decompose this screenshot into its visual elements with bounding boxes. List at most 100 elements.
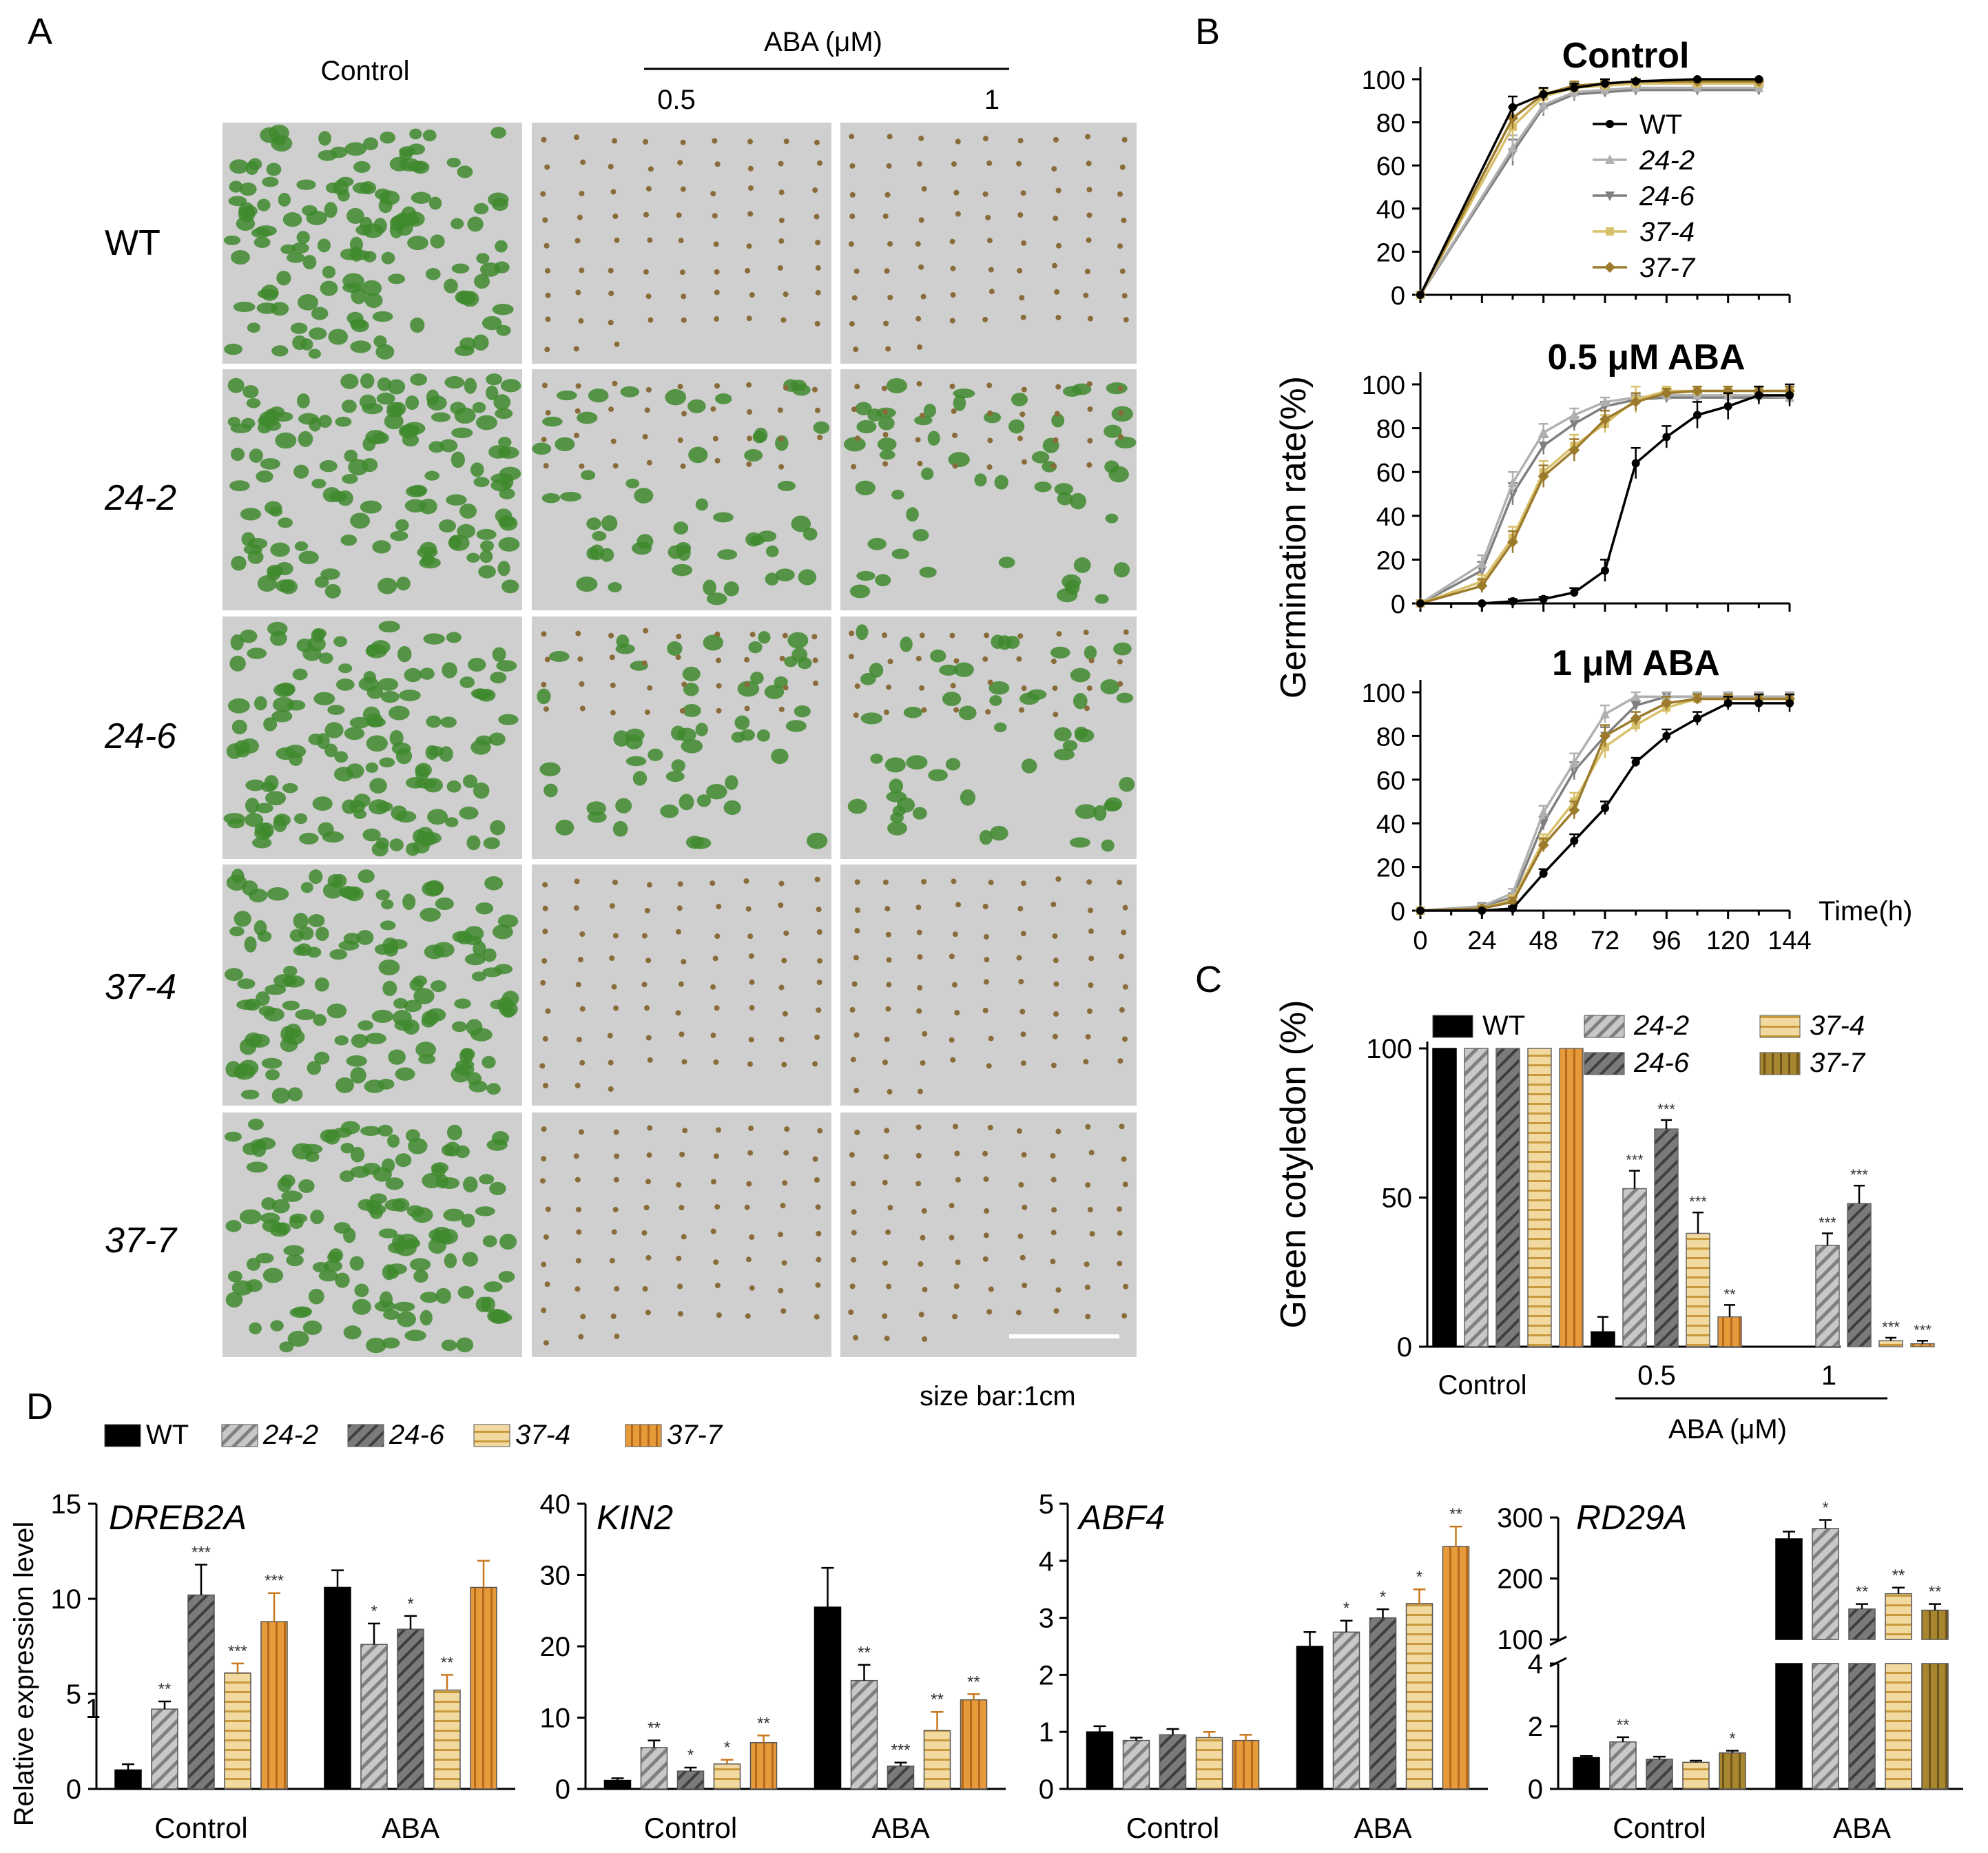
seedling bbox=[498, 446, 512, 457]
seed bbox=[1084, 1284, 1090, 1290]
marker-wt bbox=[1416, 599, 1425, 608]
seed bbox=[573, 346, 579, 352]
seed bbox=[983, 1232, 989, 1239]
seedling bbox=[745, 532, 762, 547]
seed bbox=[714, 269, 720, 275]
y-tick-label: 4 bbox=[1528, 1649, 1543, 1679]
seed bbox=[955, 902, 962, 908]
legend-label: WT bbox=[146, 1420, 189, 1450]
seedling bbox=[532, 442, 552, 455]
panel-d-letter: D bbox=[26, 1386, 53, 1427]
seed bbox=[851, 981, 858, 987]
seedling bbox=[445, 817, 459, 827]
y-tick-label: 0 bbox=[66, 1774, 81, 1805]
seed bbox=[612, 879, 619, 885]
seedling bbox=[682, 666, 701, 682]
seedling bbox=[723, 581, 739, 597]
seed bbox=[608, 320, 614, 326]
seedling bbox=[308, 349, 321, 359]
seedling bbox=[714, 393, 732, 404]
seedling bbox=[672, 563, 693, 577]
marker-24-2 bbox=[1630, 691, 1641, 701]
seedling bbox=[476, 528, 497, 540]
seed bbox=[882, 632, 888, 639]
seedling bbox=[785, 720, 807, 732]
seedling bbox=[335, 679, 355, 691]
seed bbox=[743, 878, 749, 884]
marker-37-7 bbox=[1537, 470, 1549, 482]
seedling bbox=[756, 729, 771, 742]
seedling bbox=[491, 1130, 510, 1146]
seedling bbox=[451, 263, 470, 274]
seedling bbox=[415, 1042, 437, 1058]
seedling bbox=[843, 437, 866, 452]
seedling bbox=[278, 517, 293, 528]
seed bbox=[608, 1086, 614, 1093]
seedling bbox=[988, 681, 1010, 695]
seed bbox=[1086, 381, 1093, 387]
seed bbox=[609, 654, 615, 661]
seedling bbox=[231, 719, 247, 735]
significance: ** bbox=[158, 1680, 172, 1699]
seedling bbox=[886, 791, 907, 803]
category-label: Control bbox=[154, 1812, 247, 1844]
seed bbox=[949, 953, 955, 960]
seedling bbox=[404, 1000, 422, 1013]
seedling bbox=[787, 632, 809, 649]
seedling bbox=[351, 1033, 369, 1048]
seedling bbox=[291, 242, 309, 254]
seed bbox=[541, 1126, 547, 1132]
panel-b-xlabel: Time(h) bbox=[1819, 896, 1912, 926]
marker-24-2 bbox=[1538, 99, 1549, 110]
seed bbox=[1016, 161, 1022, 167]
seedling bbox=[389, 705, 410, 721]
seed bbox=[919, 413, 925, 419]
seedling bbox=[292, 668, 308, 681]
seedling bbox=[245, 779, 266, 791]
seedling bbox=[625, 478, 640, 488]
seedling bbox=[276, 271, 291, 286]
seed bbox=[1086, 161, 1092, 167]
seedling bbox=[620, 386, 640, 397]
seedling bbox=[601, 515, 618, 532]
seedling bbox=[488, 1309, 510, 1325]
seed bbox=[1050, 463, 1057, 469]
seedling bbox=[227, 377, 245, 393]
seed bbox=[1085, 134, 1091, 140]
bar-WT-0 bbox=[1432, 1048, 1457, 1347]
seedling bbox=[234, 740, 250, 754]
seed bbox=[539, 1178, 546, 1184]
seed bbox=[882, 1313, 888, 1319]
seedling bbox=[243, 544, 262, 555]
seedling bbox=[703, 579, 716, 596]
seed bbox=[713, 1259, 719, 1265]
seed bbox=[744, 656, 750, 663]
seedling bbox=[473, 477, 490, 488]
seed bbox=[1021, 386, 1027, 393]
legend-label: 37-7 bbox=[667, 1420, 723, 1450]
seed bbox=[812, 187, 818, 194]
seedling bbox=[771, 748, 789, 765]
seedling bbox=[340, 1170, 355, 1183]
seedling bbox=[1113, 562, 1130, 578]
bar-37-7-2 bbox=[1910, 1343, 1935, 1347]
seedling bbox=[537, 688, 551, 705]
seed bbox=[778, 464, 785, 470]
seed bbox=[1085, 1182, 1091, 1188]
seed bbox=[782, 1180, 788, 1186]
seedling bbox=[497, 561, 510, 577]
seedling bbox=[313, 1051, 330, 1065]
seed bbox=[949, 1234, 955, 1241]
seedling bbox=[775, 568, 795, 581]
seedling bbox=[797, 657, 812, 670]
seedling bbox=[402, 893, 416, 910]
seedling bbox=[1103, 800, 1121, 812]
seed bbox=[676, 1255, 682, 1261]
seedling bbox=[485, 385, 499, 400]
plate-r1-c0 bbox=[222, 369, 522, 610]
seed bbox=[882, 1260, 888, 1266]
seedling bbox=[457, 291, 476, 305]
seed bbox=[1017, 1233, 1024, 1239]
seed bbox=[778, 189, 785, 196]
seedling bbox=[490, 820, 506, 836]
